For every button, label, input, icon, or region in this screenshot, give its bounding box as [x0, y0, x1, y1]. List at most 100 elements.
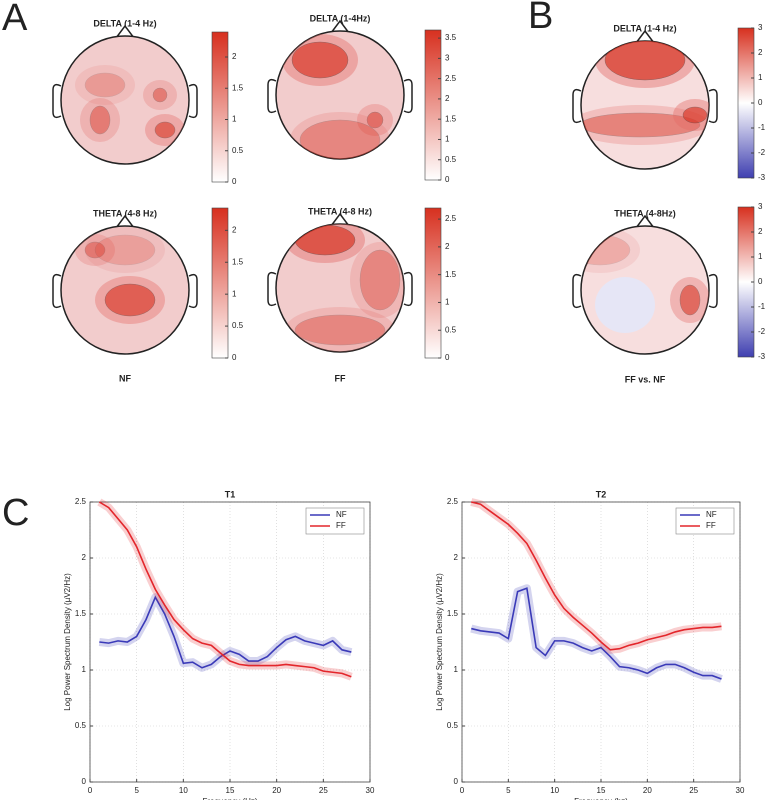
- blob: [366, 111, 384, 129]
- blob: [85, 227, 165, 273]
- line: [471, 501, 722, 651]
- blob: [350, 242, 404, 318]
- ear: [267, 78, 277, 114]
- colorbar-tick-label: 2.5: [445, 214, 457, 223]
- legend-box: [675, 507, 735, 535]
- line: [98, 501, 352, 678]
- nose: [635, 214, 655, 229]
- colorbar: [211, 207, 229, 359]
- ear: [708, 273, 718, 309]
- ear: [403, 271, 413, 307]
- colorbar-tick-label: 1.5: [445, 114, 457, 123]
- colorbar-tick-label: 0: [445, 175, 450, 184]
- blob: [94, 234, 156, 266]
- colorbar-tick-label: 0: [232, 177, 237, 186]
- blob: [104, 283, 156, 317]
- x-tick-label: 5: [134, 786, 139, 795]
- plot-frame: [461, 501, 741, 783]
- colorbar-tick-label: 2: [445, 242, 450, 251]
- legend-label: NF: [336, 510, 347, 519]
- topography: [75, 65, 185, 146]
- blob: [291, 41, 349, 79]
- colorbar-tick-label: 0.5: [445, 155, 457, 164]
- panel-letter: B: [528, 0, 553, 37]
- plot-frame: [89, 501, 371, 783]
- blob: [581, 234, 631, 266]
- x-tick-label: 25: [689, 786, 698, 795]
- chart-title: THETA (4-8 Hz): [308, 206, 372, 216]
- colorbar-tick-label: 2: [232, 225, 237, 234]
- x-axis-label: Frequency (Hz): [202, 797, 257, 800]
- y-tick-label: 1: [454, 665, 459, 674]
- column-label: FF vs. NF: [625, 374, 666, 384]
- ear: [572, 88, 582, 124]
- x-tick-label: 0: [460, 786, 465, 795]
- colorbar-tick-label: 3.5: [445, 33, 457, 42]
- colorbar-tick-label: 0: [758, 98, 763, 107]
- x-tick-label: 20: [272, 786, 281, 795]
- y-tick-label: 0.5: [447, 721, 459, 730]
- chart-title: DELTA (1-4 Hz): [613, 23, 676, 33]
- blob: [357, 104, 393, 136]
- x-tick-label: 25: [319, 786, 328, 795]
- ear: [188, 83, 198, 119]
- blob: [89, 105, 111, 135]
- y-axis-label: Log Power Spectrum Density (µV2/Hz): [435, 573, 444, 711]
- y-axis-label: Log Power Spectrum Density (µV2/Hz): [63, 573, 72, 711]
- colorbar-tick-label: 0.5: [232, 321, 244, 330]
- head: [275, 223, 405, 353]
- x-tick-label: 15: [597, 786, 606, 795]
- chart-title: THETA (4-8Hz): [614, 208, 676, 218]
- line: [471, 587, 722, 680]
- colorbar: [424, 207, 442, 359]
- blob: [294, 224, 356, 256]
- colorbar-tick-label: 1.5: [445, 270, 457, 279]
- x-tick-label: 30: [366, 786, 375, 795]
- blob: [299, 119, 381, 159]
- legend-box: [305, 507, 365, 535]
- topography: [75, 227, 165, 324]
- legend-label: FF: [706, 521, 716, 530]
- y-tick-label: 1: [82, 665, 87, 674]
- colorbar-tick-label: 0: [232, 353, 237, 362]
- legend-label: FF: [336, 521, 346, 530]
- colorbar-tick-label: 0.5: [445, 325, 457, 334]
- colorbar: [424, 29, 442, 181]
- x-tick-label: 0: [88, 786, 93, 795]
- colorbar-tick-label: -3: [758, 352, 766, 361]
- y-tick-label: 1.5: [75, 609, 87, 618]
- chart-title: DELTA (1-4 Hz): [93, 18, 156, 28]
- colorbar-tick-label: 1: [232, 115, 237, 124]
- chart-title: T1: [225, 489, 236, 499]
- blob: [581, 105, 709, 145]
- colorbar-tick-label: 2.5: [445, 74, 457, 83]
- ear: [572, 273, 582, 309]
- blob: [154, 121, 176, 139]
- blob: [294, 314, 386, 346]
- topography: [285, 224, 404, 352]
- y-tick-label: 1.5: [447, 609, 459, 618]
- x-tick-label: 10: [179, 786, 188, 795]
- colorbar-tick-label: -2: [758, 327, 766, 336]
- colorbar-tick-label: 1: [758, 73, 763, 82]
- y-tick-label: 0: [82, 777, 87, 786]
- x-tick-label: 30: [736, 786, 745, 795]
- y-tick-label: 0: [454, 777, 459, 786]
- blob: [581, 112, 701, 138]
- nose: [115, 214, 135, 229]
- nose: [330, 212, 350, 227]
- colorbar: [211, 31, 229, 183]
- colorbar-tick-label: -1: [758, 302, 766, 311]
- colorbar-tick-label: 0: [758, 277, 763, 286]
- panel-letter: A: [2, 0, 28, 39]
- blob: [84, 241, 106, 259]
- column-label: NF: [119, 373, 131, 383]
- colorbar-tick-label: 3: [758, 23, 763, 32]
- ear: [188, 273, 198, 309]
- blob: [285, 307, 395, 352]
- colorbar-tick-label: 2: [445, 94, 450, 103]
- colorbar-tick-label: 3: [445, 53, 450, 62]
- colorbar-tick-label: -1: [758, 123, 766, 132]
- line: [99, 595, 352, 669]
